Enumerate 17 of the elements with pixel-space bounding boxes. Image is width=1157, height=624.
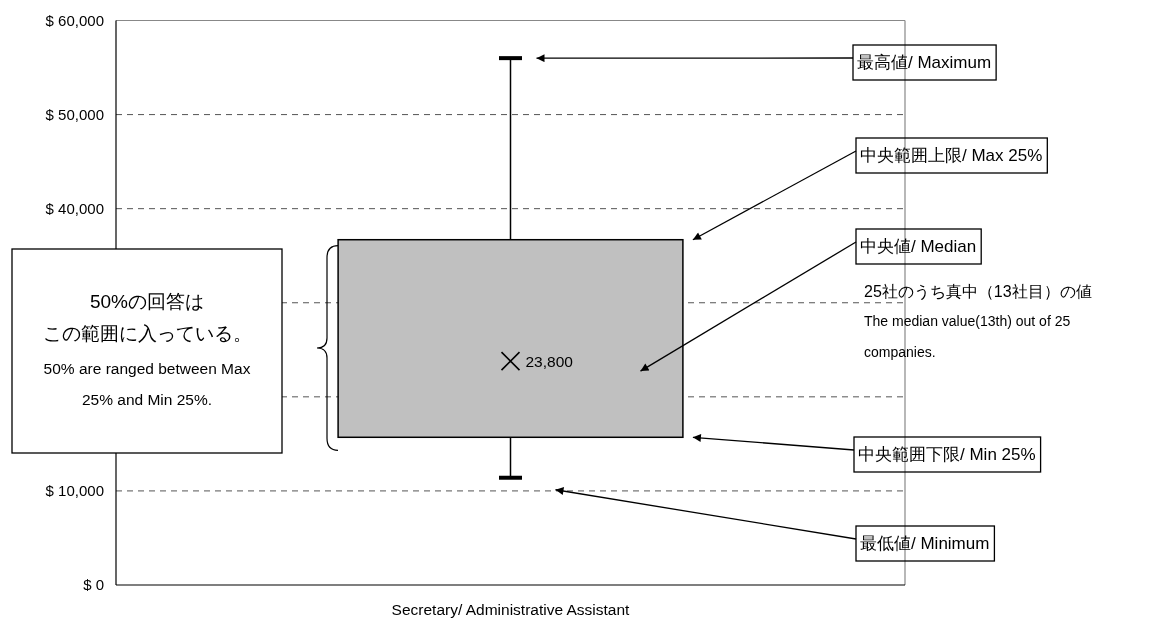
annotation: The median value(13th) out of 25 companies. [864, 313, 1071, 360]
annotation: 中央値/ Median [860, 237, 977, 256]
y-tick-label: $ 50,000 [45, 105, 104, 123]
y-tick-label: $ 10,000 [45, 481, 104, 499]
annotation: 50%の回答は [89, 291, 205, 312]
annotation: この範囲に入っている。 [42, 323, 252, 344]
annotation: 23,800 [525, 353, 574, 371]
y-tick-label: $ 60,000 [45, 11, 104, 29]
y-tick-label: $ 40,000 [45, 199, 104, 217]
annotation: 最高値/ Maximum [857, 53, 992, 72]
annotation: 最低値/ Minimum [860, 534, 990, 553]
annotation: 中央範囲上限/ Max 25% [860, 146, 1043, 165]
y-tick-label: $ 0 [83, 576, 104, 593]
annotation: 50% are ranged between Max 25% and Min 25%. [43, 360, 251, 408]
annotation: 中央範囲下限/ Min 25% [858, 445, 1036, 464]
annotation: 25社のうち真中（13社目）の値 [864, 283, 1092, 301]
x-tick-label: Secretary/ Administrative Assistant [391, 601, 631, 618]
